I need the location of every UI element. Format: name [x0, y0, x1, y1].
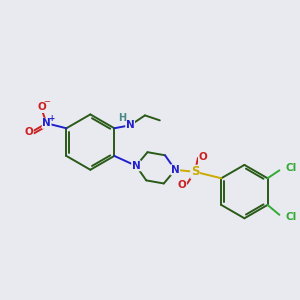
Text: N: N — [42, 118, 51, 128]
Text: N: N — [132, 161, 140, 171]
Text: S: S — [191, 165, 199, 178]
Text: N: N — [171, 165, 180, 175]
Text: O: O — [37, 103, 46, 112]
Text: +: + — [48, 114, 55, 123]
Text: O: O — [24, 127, 33, 137]
Text: −: − — [43, 97, 50, 106]
Text: H: H — [118, 113, 126, 123]
Text: O: O — [178, 180, 187, 190]
Text: Cl: Cl — [285, 164, 297, 173]
Text: O: O — [199, 152, 207, 162]
Text: N: N — [126, 120, 134, 130]
Text: Cl: Cl — [285, 212, 297, 222]
